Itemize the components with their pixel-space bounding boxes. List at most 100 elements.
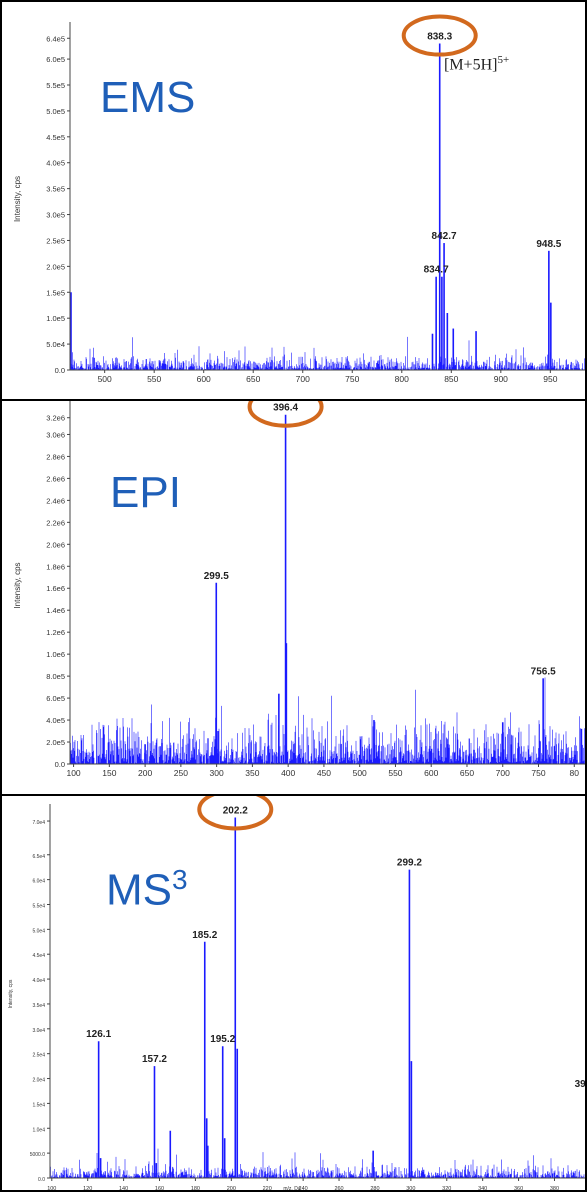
y-tick-label: 0.0: [55, 366, 65, 375]
x-tick-label: 180: [191, 1186, 200, 1190]
ion-annotation-charge: 5+: [497, 54, 510, 66]
peak-label: 756.5: [531, 666, 556, 677]
x-axis-label: m/z, Da: [283, 1186, 300, 1190]
y-tick-label: 7.0e4: [32, 820, 45, 826]
x-tick-label: 750: [345, 374, 359, 384]
y-tick-label: 6.5e4: [32, 854, 45, 860]
x-tick-label: 160: [155, 1186, 164, 1190]
x-tick-label: 150: [102, 768, 116, 778]
y-tick-label: 2.8e6: [46, 452, 65, 461]
x-tick-label: 300: [406, 1186, 415, 1190]
y-tick-label: 1.0e5: [46, 314, 65, 323]
peak-label: 202.2: [223, 805, 248, 816]
y-tick-label: 6.0e5: [46, 694, 65, 703]
y-tick-label: 3.0e4: [32, 1028, 45, 1034]
y-tick-label: 5000.0: [30, 1152, 46, 1158]
x-tick-label: 140: [119, 1186, 128, 1190]
y-tick-label: 5.0e5: [46, 107, 65, 116]
y-tick-label: 3.5e5: [46, 185, 65, 194]
y-tick-label: 2.2e6: [46, 518, 65, 527]
ms3-label: MS3: [106, 866, 188, 913]
x-tick-label: 80: [570, 768, 580, 778]
epi-plot: 396.4 299.5 756.5 0.0 2.0e5 4.0e5 6.0e5 8.0e5 1.…: [13, 401, 585, 778]
y-tick-label: 8.0e5: [46, 672, 65, 681]
ms3-label-sup: 3: [172, 864, 188, 895]
x-tick-label: 200: [227, 1186, 236, 1190]
y-tick-label: 2.6e6: [46, 474, 65, 483]
x-tick-label: 220: [263, 1186, 272, 1190]
peak-label: 398.2: [575, 1079, 585, 1090]
y-tick-label: 2.4e6: [46, 496, 65, 505]
y-tick-label: 4.0e5: [46, 159, 65, 168]
x-tick-label: 120: [83, 1186, 92, 1190]
noise-trace: [49, 1148, 585, 1178]
y-tick-label: 1.8e6: [46, 562, 65, 571]
x-tick-label: 380: [550, 1186, 559, 1190]
noise-trace: [69, 677, 585, 764]
x-tick-label: 500: [98, 374, 112, 384]
x-tick-label: 650: [460, 768, 474, 778]
x-tick-label: 550: [147, 374, 161, 384]
x-tick-label: 100: [47, 1186, 56, 1190]
x-tick-label: 100: [66, 768, 80, 778]
x-tick-label: 340: [478, 1186, 487, 1190]
peak-label: 157.2: [142, 1054, 167, 1065]
highlight-circle: [401, 14, 478, 57]
peak-label: 195.2: [210, 1034, 235, 1045]
y-tick-label: 1.5e5: [46, 288, 65, 297]
x-tick-label: 300: [210, 768, 224, 778]
y-tick-label: 4.0e5: [46, 716, 65, 725]
y-tick-label: 0.0: [38, 1177, 45, 1183]
y-tick-label: 1.0e6: [46, 650, 65, 659]
peak-label: 299.5: [204, 571, 229, 582]
x-tick-label: 900: [494, 374, 508, 384]
y-tick-label: 0.0: [55, 760, 65, 769]
x-tick-label: 800: [395, 374, 409, 384]
ion-annotation-text: [M+5H]: [444, 56, 498, 74]
y-tick-label: 2.5e4: [32, 1053, 45, 1059]
peak-label: 185.2: [192, 930, 217, 941]
x-tick-label: 450: [317, 768, 331, 778]
ems-plot: 838.3 842.7 834.7 948.5 0.0 5.0e4 1.0e5 1.5e5 2.…: [13, 14, 585, 384]
y-tick-label: 2.0e5: [46, 262, 65, 271]
x-tick-label: 350: [245, 768, 259, 778]
x-tick-label: 650: [246, 374, 260, 384]
y-tick-label: 1.2e6: [46, 628, 65, 637]
x-tick-label: 320: [442, 1186, 451, 1190]
y-tick-label: 1.6e6: [46, 584, 65, 593]
y-tick-label: 1.0e4: [32, 1127, 45, 1133]
y-tick-label: 2.0e6: [46, 540, 65, 549]
x-tick-label: 500: [353, 768, 367, 778]
ems-label: EMS: [100, 73, 196, 122]
ems-panel: 838.3 842.7 834.7 948.5 0.0 5.0e4 1.0e5 1.5e5 2.…: [0, 0, 587, 401]
peak-label: 842.7: [432, 231, 457, 242]
y-tick-label: 5.5e4: [32, 903, 45, 909]
y-tick-label: 4.5e5: [46, 133, 65, 142]
peak-label: 948.5: [536, 239, 561, 250]
peak-label: 396.4: [273, 403, 298, 414]
x-tick-label: 280: [370, 1186, 379, 1190]
highlight-circle: [197, 796, 274, 831]
y-axis-label: Intensity, cps: [8, 979, 14, 1008]
highlight-circle: [247, 401, 324, 428]
y-tick-label: 3.2e6: [46, 414, 65, 423]
x-tick-label: 250: [174, 768, 188, 778]
x-tick-label: 400: [281, 768, 295, 778]
noise-trace: [70, 336, 585, 370]
x-tick-label: 700: [296, 374, 310, 384]
y-tick-label: 5.0e4: [32, 928, 45, 934]
peak-label: 834.7: [424, 265, 449, 276]
x-tick-label: 600: [424, 768, 438, 778]
y-tick-label: 2.0e5: [46, 738, 65, 747]
ms3-plot: 202.2 299.2 185.2 126.1 157.2 195.2 398.2 0.0 50…: [8, 796, 585, 1190]
x-tick-label: 360: [514, 1186, 523, 1190]
x-tick-label: 260: [334, 1186, 343, 1190]
y-tick-label: 6.4e5: [46, 34, 65, 43]
x-tick-label: 550: [388, 768, 402, 778]
epi-label: EPI: [110, 468, 181, 517]
x-tick-label: 750: [531, 768, 545, 778]
y-tick-label: 3.0e6: [46, 430, 65, 439]
x-tick-label: 700: [496, 768, 510, 778]
peak-label: 838.3: [427, 32, 452, 43]
